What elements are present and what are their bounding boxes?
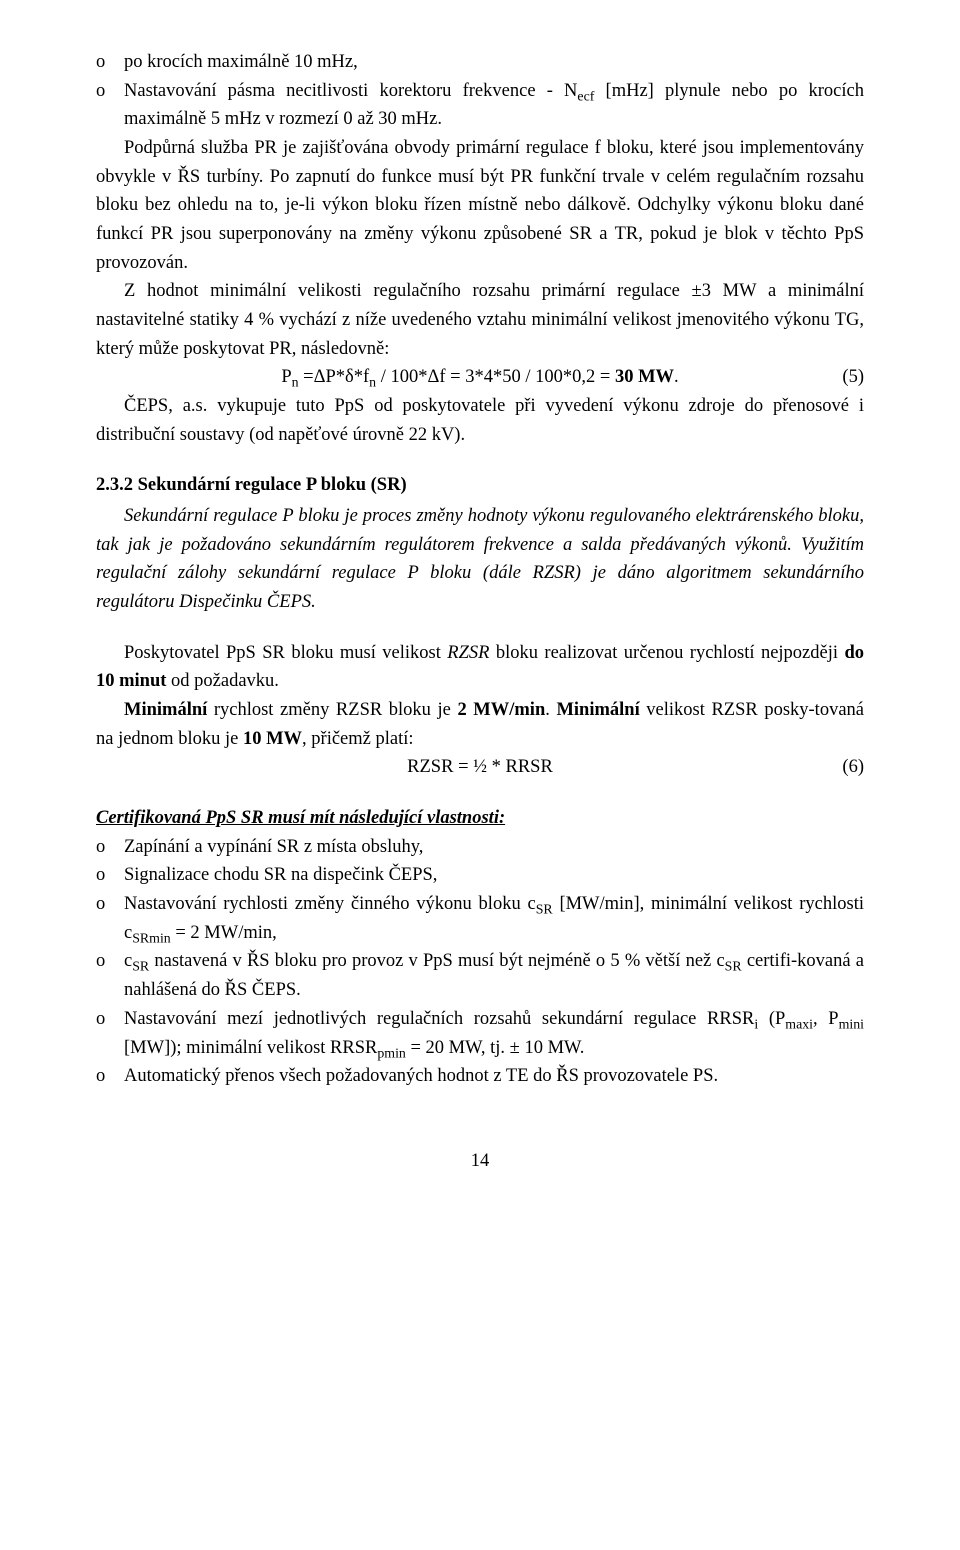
equation-line: Pn =ΔP*δ*fn / 100*Δf = 3*4*50 / 100*0,2 … (96, 363, 864, 392)
bullet-marker: o (96, 1005, 124, 1034)
text: . (545, 700, 556, 720)
text-bold: Minimální (556, 700, 639, 720)
list-item: opo krocích maximálně 10 mHz, (96, 48, 864, 77)
text-bold: 10 MW (243, 729, 302, 749)
equation-text: RZSR = ½ * RRSR (146, 753, 814, 782)
section-232: 2.3.2 Sekundární regulace P bloku (SR) S… (96, 471, 864, 616)
bullet-text: cSR nastavená v ŘS bloku pro provoz v Pp… (124, 951, 864, 1000)
bullet-text: Zapínání a vypínání SR z místa obsluhy, (124, 837, 423, 857)
list-item: oSignalizace chodu SR na dispečink ČEPS, (96, 861, 864, 890)
text: , přičemž platí: (302, 729, 413, 749)
bullet-marker: o (96, 890, 124, 919)
equation-number: (6) (814, 753, 864, 782)
list-item: oZapínání a vypínání SR z místa obsluhy, (96, 833, 864, 862)
paragraph-block-1: Podpůrná služba PR je zajišťována obvody… (96, 134, 864, 449)
bullet-text: Automatický přenos všech požadovaných ho… (124, 1066, 718, 1086)
text-bold: Minimální (124, 700, 207, 720)
cert-bullet-list: oZapínání a vypínání SR z místa obsluhy,… (96, 833, 864, 1091)
list-item: oNastavování rychlosti změny činného výk… (96, 890, 864, 947)
list-item: oNastavování pásma necitlivosti korektor… (96, 77, 864, 134)
bullet-marker: o (96, 48, 124, 77)
paragraph-block-2: Poskytovatel PpS SR bloku musí velikost … (96, 639, 864, 782)
bullet-text: po krocích maximálně 10 mHz, (124, 52, 358, 72)
cert-heading-line: Certifikovaná PpS SR musí mít následujíc… (96, 804, 864, 833)
equation-line: RZSR = ½ * RRSR (6) (96, 753, 864, 782)
bullet-marker: o (96, 1062, 124, 1091)
text: rychlost změny RZSR bloku je (207, 700, 457, 720)
cert-heading: Certifikovaná PpS SR musí mít následujíc… (96, 808, 505, 828)
paragraph: Podpůrná služba PR je zajišťována obvody… (96, 134, 864, 277)
bullet-marker: o (96, 77, 124, 106)
equation-text: Pn =ΔP*δ*fn / 100*Δf = 3*4*50 / 100*0,2 … (146, 363, 814, 392)
paragraph: Z hodnot minimální velikosti regulačního… (96, 277, 864, 363)
text-italic: RZSR (447, 643, 489, 663)
text: Poskytovatel PpS SR bloku musí velikost (124, 643, 447, 663)
paragraph: Poskytovatel PpS SR bloku musí velikost … (96, 639, 864, 696)
list-item: ocSR nastavená v ŘS bloku pro provoz v P… (96, 947, 864, 1004)
list-item: oAutomatický přenos všech požadovaných h… (96, 1062, 864, 1091)
paragraph-italic: Sekundární regulace P bloku je proces zm… (96, 502, 864, 617)
bullet-text: Nastavování rychlosti změny činného výko… (124, 894, 864, 943)
paragraph: Minimální rychlost změny RZSR bloku je 2… (96, 696, 864, 753)
list-item: oNastavování mezí jednotlivých regulační… (96, 1005, 864, 1062)
bullet-text: Signalizace chodu SR na dispečink ČEPS, (124, 865, 437, 885)
top-bullet-list: opo krocích maximálně 10 mHz, oNastavová… (96, 48, 864, 134)
page-number: 14 (96, 1147, 864, 1176)
bullet-marker: o (96, 833, 124, 862)
text-bold: 2 MW/min (457, 700, 545, 720)
section-heading: 2.3.2 Sekundární regulace P bloku (SR) (96, 471, 864, 500)
bullet-marker: o (96, 861, 124, 890)
equation-number: (5) (814, 363, 864, 392)
bullet-text: Nastavování mezí jednotlivých regulačníc… (124, 1009, 864, 1058)
text: od požadavku. (166, 671, 279, 691)
paragraph: ČEPS, a.s. vykupuje tuto PpS od poskytov… (96, 392, 864, 449)
bullet-marker: o (96, 947, 124, 976)
bullet-text: Nastavování pásma necitlivosti korektoru… (124, 81, 864, 130)
text: bloku realizovat určenou rychlostí nejpo… (489, 643, 844, 663)
